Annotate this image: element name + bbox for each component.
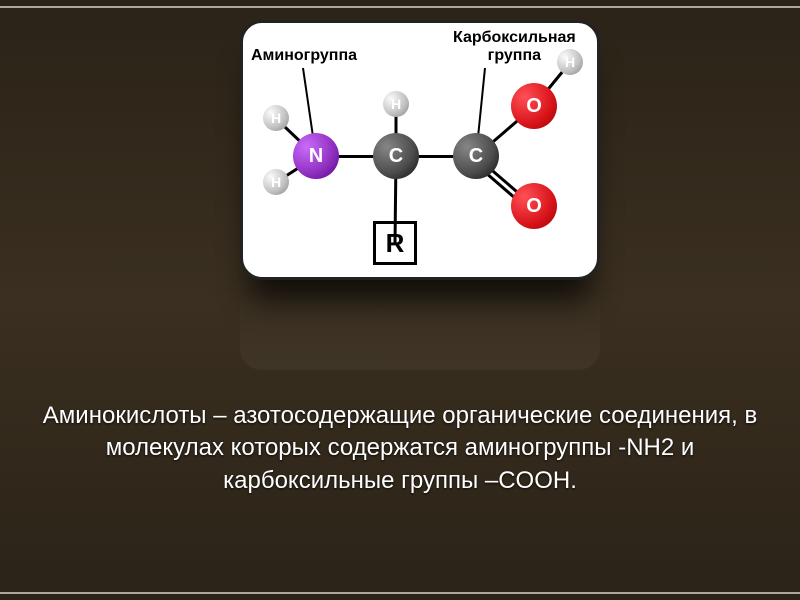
chalk-line-top (0, 6, 800, 8)
chalk-line-bottom (0, 592, 800, 594)
atom-C2: C (453, 133, 499, 179)
pointer-carboxyl (477, 68, 486, 135)
atom-H_o: H (557, 49, 583, 75)
atom-N: N (293, 133, 339, 179)
atom-H_n1: H (263, 105, 289, 131)
atom-H_n2: H (263, 169, 289, 195)
pointer-amino (302, 68, 314, 136)
caption-text: Аминокислоты – азотосодержащие органичес… (30, 400, 770, 497)
atom-O2: O (511, 183, 557, 229)
atom-H_c: H (383, 91, 409, 117)
diagram-reflection (240, 290, 600, 370)
label-amino-group: Аминогруппа (251, 47, 357, 65)
atom-C1: C (373, 133, 419, 179)
molecule-diagram-card: Аминогруппа Карбоксильная группа R NCCOO… (240, 20, 600, 280)
atom-O1: O (511, 83, 557, 129)
